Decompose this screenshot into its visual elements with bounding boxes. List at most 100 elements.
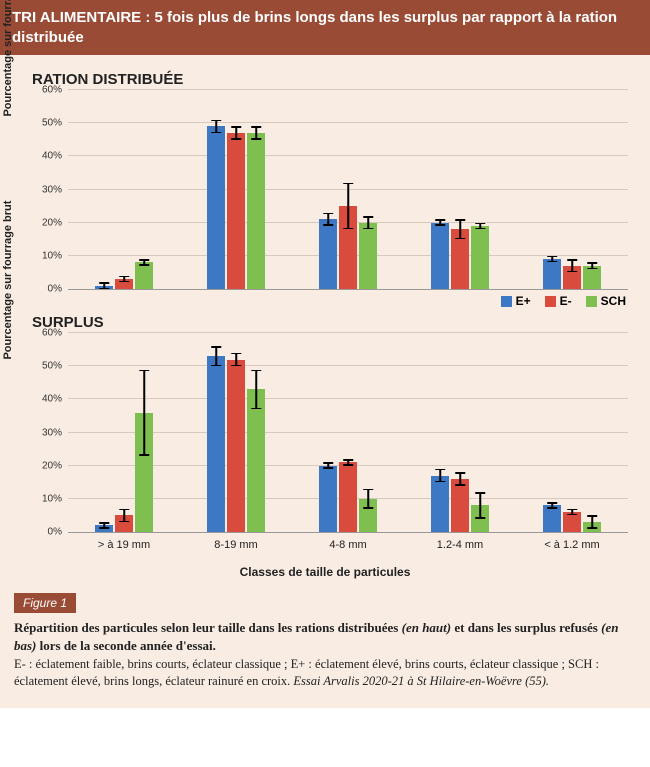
error-bar	[459, 219, 461, 239]
bar-group	[68, 90, 180, 289]
bar	[227, 90, 245, 289]
error-bar	[571, 259, 573, 272]
error-bar	[551, 502, 553, 509]
bar	[227, 333, 245, 532]
bar-fill	[339, 462, 357, 532]
bar-fill	[135, 262, 153, 289]
legend-label: E-	[560, 294, 572, 308]
bar	[471, 90, 489, 289]
error-bar	[123, 509, 125, 522]
bar-fill	[207, 126, 225, 289]
y-tick-label: 60%	[42, 328, 62, 339]
bar	[207, 333, 225, 532]
bar	[339, 90, 357, 289]
legend-item: E+	[501, 294, 531, 308]
bar-groups	[68, 333, 628, 532]
bar	[431, 90, 449, 289]
bar	[207, 90, 225, 289]
bar	[339, 333, 357, 532]
y-tick-label: 0%	[48, 284, 62, 295]
legend-swatch	[545, 296, 556, 307]
x-tick-label: 8-19 mm	[180, 539, 292, 551]
bar	[583, 90, 601, 289]
y-tick-label: 10%	[42, 493, 62, 504]
y-tick-label: 0%	[48, 527, 62, 538]
bar-group	[180, 333, 292, 532]
bar-group	[292, 90, 404, 289]
y-tick-label: 40%	[42, 394, 62, 405]
x-axis-title: Classes de taille de particules	[14, 565, 636, 579]
chart-area: RATION DISTRIBUÉE Pourcentage sur fourra…	[0, 55, 650, 583]
panel-bottom: Pourcentage sur fourrage brut 0%10%20%30…	[14, 333, 636, 533]
panel-title-top: RATION DISTRIBUÉE	[32, 71, 636, 88]
figure-label: Figure 1	[14, 593, 76, 613]
bar-fill	[451, 479, 469, 532]
bar	[95, 90, 113, 289]
y-tick-label: 60%	[42, 85, 62, 96]
bar	[543, 90, 561, 289]
error-bar	[551, 256, 553, 263]
error-bar	[255, 370, 257, 410]
bar-group	[516, 333, 628, 532]
bar-fill	[319, 466, 337, 532]
bar-fill	[207, 356, 225, 532]
legend-item: SCH	[586, 294, 626, 308]
bar-fill	[227, 133, 245, 289]
bar	[543, 333, 561, 532]
error-bar	[235, 353, 237, 366]
error-bar	[103, 282, 105, 289]
figure-container: TRI ALIMENTAIRE : 5 fois plus de brins l…	[0, 0, 650, 708]
error-bar	[439, 219, 441, 226]
bar	[135, 90, 153, 289]
bar-group	[68, 333, 180, 532]
error-bar	[215, 120, 217, 133]
legend-item: E-	[545, 294, 572, 308]
bar	[451, 90, 469, 289]
error-bar	[215, 346, 217, 366]
bar	[135, 333, 153, 532]
error-bar	[235, 126, 237, 139]
error-bar	[591, 515, 593, 528]
bar	[583, 333, 601, 532]
error-bar	[255, 126, 257, 139]
error-bar	[591, 262, 593, 269]
y-tick-label: 50%	[42, 118, 62, 129]
error-bar	[367, 489, 369, 509]
y-tick-label: 10%	[42, 250, 62, 261]
bar-group	[516, 90, 628, 289]
bar-fill	[543, 505, 561, 532]
bar	[319, 333, 337, 532]
bar-fill	[319, 219, 337, 289]
legend-label: E+	[516, 294, 531, 308]
bar-fill	[471, 226, 489, 289]
y-tick-label: 40%	[42, 151, 62, 162]
error-bar	[479, 492, 481, 519]
bar	[115, 90, 133, 289]
legend-label: SCH	[601, 294, 626, 308]
bar-fill	[247, 389, 265, 532]
y-tick-label: 50%	[42, 361, 62, 372]
banner-title: TRI ALIMENTAIRE : 5 fois plus de brins l…	[0, 0, 650, 55]
plot-top: 0%10%20%30%40%50%60%	[68, 90, 628, 290]
error-bar	[143, 370, 145, 456]
bar-group	[404, 333, 516, 532]
bar-fill	[543, 259, 561, 289]
bar-fill	[431, 476, 449, 532]
panel-top: Pourcentage sur fourrage brut 0%10%20%30…	[14, 90, 636, 290]
bar	[471, 333, 489, 532]
bar-fill	[227, 360, 245, 532]
error-bar	[143, 259, 145, 266]
legend: E+ E- SCH	[14, 294, 626, 308]
legend-swatch	[501, 296, 512, 307]
bar	[319, 90, 337, 289]
bar	[431, 333, 449, 532]
caption-main: Répartition des particules selon leur ta…	[14, 619, 636, 654]
y-axis-label-bottom: Pourcentage sur fourrage brut	[2, 201, 14, 360]
caption: Répartition des particules selon leur ta…	[0, 619, 650, 696]
y-tick-label: 20%	[42, 217, 62, 228]
bar	[563, 90, 581, 289]
error-bar	[571, 509, 573, 516]
error-bar	[459, 472, 461, 485]
error-bar	[347, 183, 349, 229]
bar	[359, 333, 377, 532]
